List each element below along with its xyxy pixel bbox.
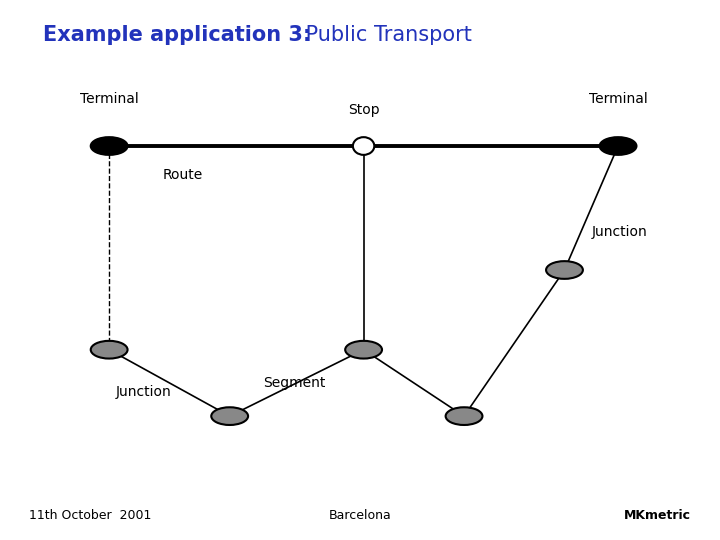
Text: Terminal: Terminal: [80, 92, 138, 106]
Ellipse shape: [91, 341, 127, 359]
Text: Example application 3:: Example application 3:: [43, 25, 312, 45]
Text: Route: Route: [163, 168, 203, 182]
Ellipse shape: [446, 407, 482, 425]
Ellipse shape: [91, 137, 127, 155]
Text: Junction: Junction: [116, 385, 171, 399]
Ellipse shape: [345, 341, 382, 359]
Text: MKmetric: MKmetric: [624, 509, 691, 522]
Ellipse shape: [353, 137, 374, 155]
Text: 11th October  2001: 11th October 2001: [29, 509, 151, 522]
Text: Segment: Segment: [264, 375, 325, 389]
Text: Public Transport: Public Transport: [299, 25, 472, 45]
Ellipse shape: [211, 407, 248, 425]
Ellipse shape: [600, 137, 636, 155]
Text: Junction: Junction: [591, 225, 647, 239]
Text: Stop: Stop: [348, 103, 379, 117]
Ellipse shape: [546, 261, 583, 279]
Text: Barcelona: Barcelona: [328, 509, 392, 522]
Text: Terminal: Terminal: [589, 92, 647, 106]
